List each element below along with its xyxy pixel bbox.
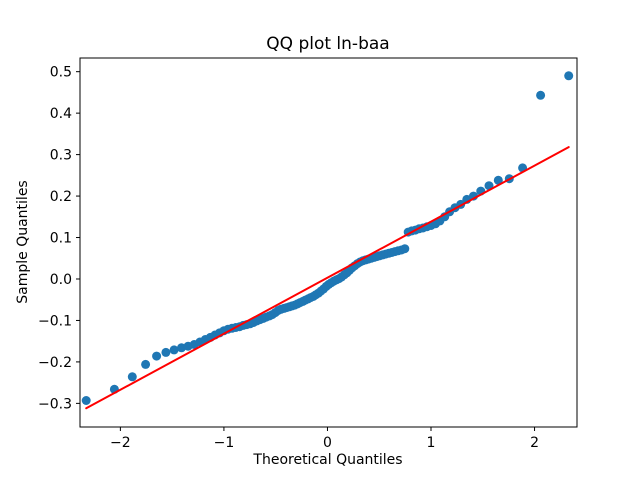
- y-tick-label: −0.2: [38, 355, 72, 371]
- tick-labels: −2 −1 0 1 2 0.5 0.4 0.3 0.2 0.1 0.0 −0.1 −0.2 −0.3: [38, 65, 539, 451]
- y-tick-label: 0.3: [50, 148, 72, 164]
- y-tick-label: −0.3: [38, 396, 72, 412]
- data-point: [493, 175, 503, 185]
- x-tick-label: 2: [530, 435, 539, 451]
- axes-spines: [79, 57, 578, 428]
- y-tick-label: 0.1: [50, 231, 72, 247]
- data-point: [161, 347, 171, 357]
- y-axis-label: Sample Quantiles: [15, 180, 31, 303]
- data-point: [141, 359, 151, 369]
- data-point: [127, 372, 137, 382]
- x-tick-label: 0: [323, 435, 332, 451]
- qq-reference-line: [85, 146, 570, 410]
- y-tick-label: −0.1: [38, 313, 72, 329]
- y-tick-label: 0.2: [50, 189, 72, 205]
- reference-line-series: [85, 146, 570, 410]
- data-point: [169, 345, 179, 355]
- data-point: [152, 351, 162, 361]
- y-tick-label: 0.0: [50, 272, 72, 288]
- data-point: [81, 396, 91, 405]
- tick-marks: [76, 71, 536, 431]
- x-tick-label: 1: [427, 435, 436, 451]
- y-tick-label: 0.5: [50, 65, 72, 81]
- chart-title: QQ plot ln-baa: [266, 34, 389, 54]
- scatter-points-series: [81, 71, 574, 405]
- x-tick-label: −2: [110, 435, 131, 451]
- x-axis-label: Theoretical Quantiles: [252, 452, 402, 468]
- data-point: [564, 71, 574, 81]
- data-point: [400, 244, 410, 254]
- y-tick-label: 0.4: [50, 106, 72, 122]
- x-tick-label: −1: [214, 435, 235, 451]
- data-point: [536, 90, 546, 100]
